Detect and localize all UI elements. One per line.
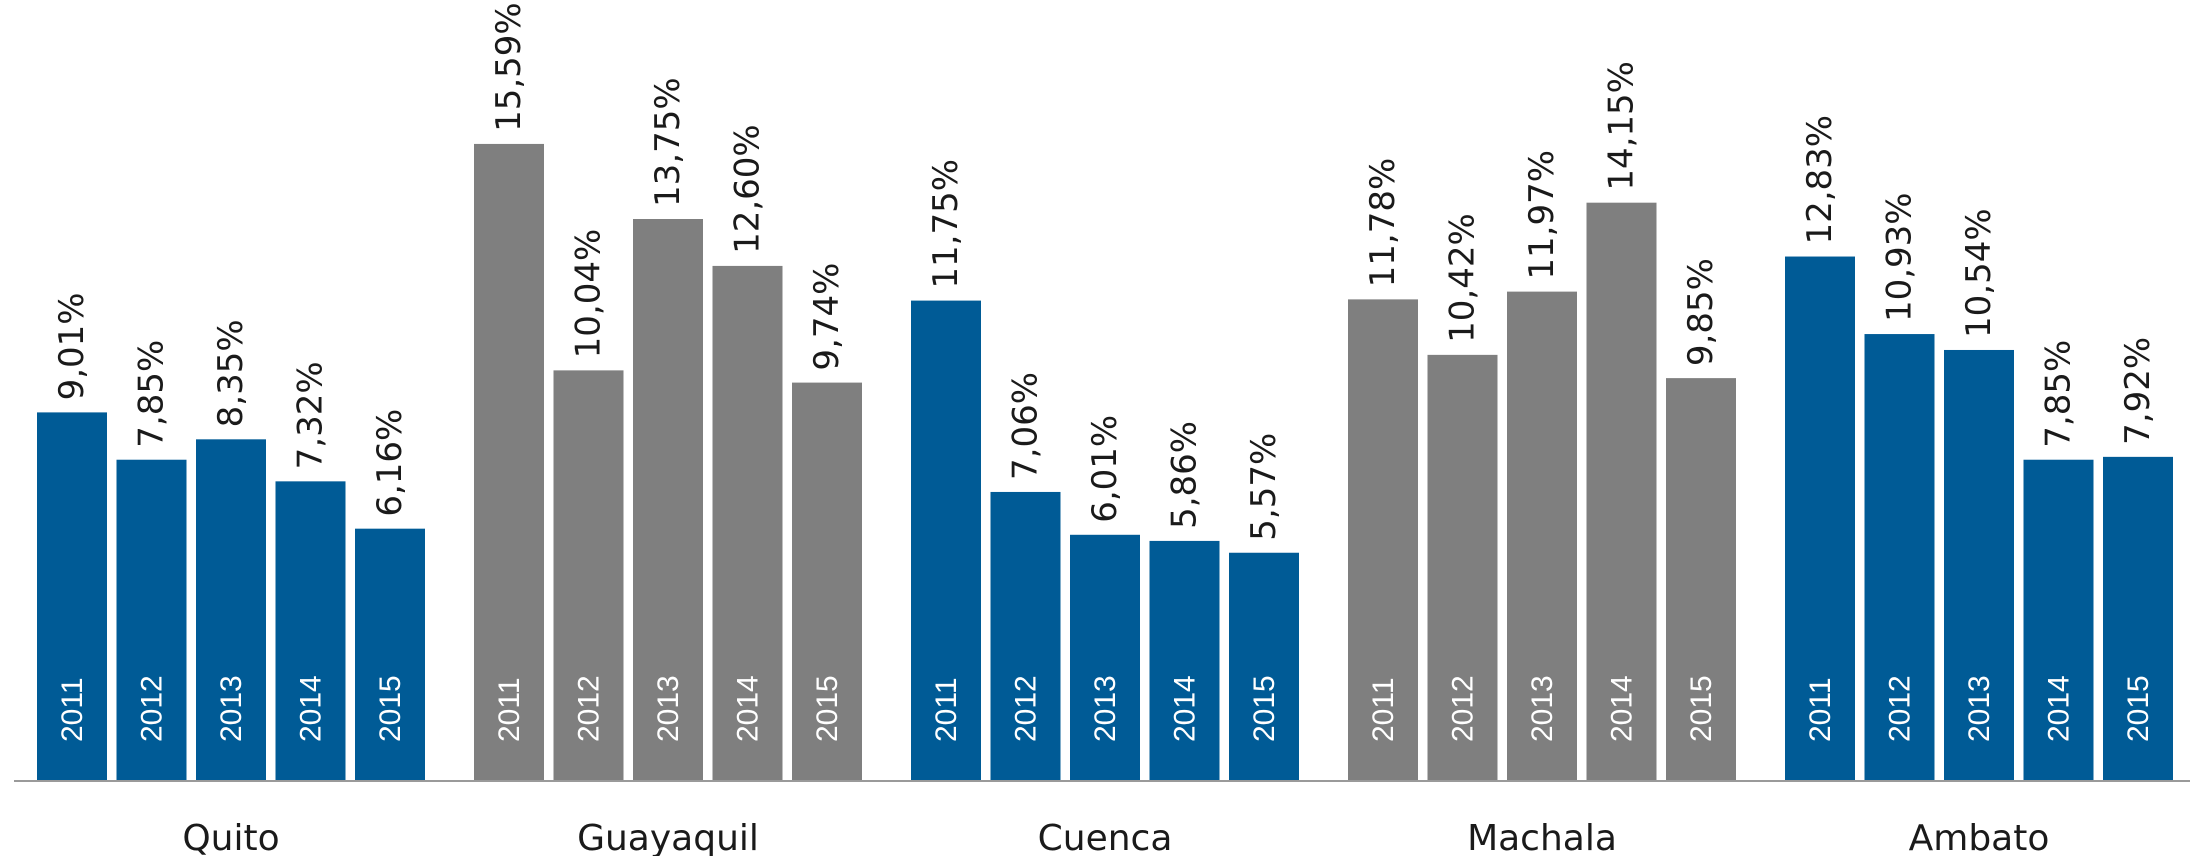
bar-value-label: 10,04%: [569, 229, 609, 359]
bar-value-label: 7,85%: [132, 340, 172, 448]
bar: [1427, 354, 1498, 780]
category-label: Ambato: [1909, 818, 2050, 856]
bar-value-label: 11,75%: [926, 159, 966, 289]
category-label: Cuenca: [1038, 818, 1173, 856]
bar-value-label: 9,01%: [52, 292, 92, 400]
bar-group-ambato: 12,83% 2011 10,93% 2012 10,54% 2013 7,85% 2014 7…: [1785, 115, 2173, 856]
bar-year-label: 2011: [493, 677, 526, 742]
bar-year-label: 2012: [1010, 675, 1043, 742]
bar: [116, 459, 187, 780]
bar-year-label: 2014: [1169, 675, 1202, 742]
bar-year-label: 2013: [1526, 675, 1559, 742]
bar-value-label: 12,60%: [728, 124, 768, 254]
bar: [37, 412, 107, 780]
bar: [275, 481, 346, 780]
bar: [1944, 349, 2014, 780]
bar-group-guayaquil: 15,59% 2011 10,04% 2012 13,75% 2013 12,60% 2014…: [474, 2, 862, 856]
bar: [355, 528, 425, 780]
bar: [1070, 534, 1140, 780]
bar-year-label: 2015: [811, 675, 844, 742]
bar: [1229, 552, 1299, 780]
bar: [1864, 334, 1935, 780]
bar: [1149, 540, 1220, 780]
bar-value-label: 5,57%: [1244, 433, 1284, 541]
bar-group-cuenca: 11,75% 2011 7,06% 2012 6,01% 2013 5,86% 2014 5,5…: [911, 159, 1299, 856]
bar-value-label: 9,74%: [807, 263, 847, 371]
bar-value-label: 7,92%: [2118, 337, 2158, 445]
bar-value-label: 7,06%: [1006, 372, 1046, 480]
bar: [553, 370, 624, 780]
bar-year-label: 2015: [1248, 675, 1281, 742]
bar: [712, 265, 783, 780]
category-label: Quito: [182, 818, 279, 856]
bar: [1586, 202, 1657, 780]
bar-value-label: 6,01%: [1085, 415, 1125, 523]
bar: [1507, 291, 1577, 780]
bar-value-label: 5,86%: [1165, 421, 1205, 529]
bar: [792, 382, 862, 780]
bar-year-label: 2015: [374, 675, 407, 742]
bar-year-label: 2013: [1089, 675, 1122, 742]
bar-value-label: 7,85%: [2039, 340, 2079, 448]
bar-value-label: 14,15%: [1602, 61, 1642, 191]
bar-value-label: 12,83%: [1800, 115, 1840, 245]
category-label: Machala: [1467, 818, 1617, 856]
bar: [474, 143, 544, 781]
bar-value-label: 10,54%: [1959, 208, 1999, 338]
bar: [990, 491, 1061, 780]
bar-year-label: 2011: [1367, 677, 1400, 742]
bar-value-label: 13,75%: [648, 77, 688, 207]
bar-value-label: 9,85%: [1681, 258, 1721, 366]
bar-year-label: 2013: [215, 675, 248, 742]
category-label: Guayaquil: [577, 818, 759, 856]
bar-year-label: 2015: [2122, 675, 2155, 742]
bar: [196, 439, 266, 780]
bar-year-label: 2012: [1884, 675, 1917, 742]
bar-year-label: 2014: [295, 675, 328, 742]
bar-year-label: 2012: [573, 675, 606, 742]
bar: [633, 219, 703, 780]
bar-year-label: 2013: [1963, 675, 1996, 742]
bar-value-label: 11,97%: [1522, 150, 1562, 280]
bar: [1785, 256, 1855, 780]
bar-year-label: 2015: [1685, 675, 1718, 742]
bar-value-label: 15,59%: [489, 2, 529, 132]
bar-year-label: 2014: [732, 675, 765, 742]
bar-year-label: 2011: [930, 677, 963, 742]
bar: [1348, 299, 1418, 780]
bar: [2103, 456, 2173, 780]
bar-year-label: 2013: [652, 675, 685, 742]
bar-year-label: 2012: [136, 675, 169, 742]
bar-value-label: 8,35%: [211, 319, 251, 427]
bar-year-label: 2011: [56, 677, 89, 742]
bar: [911, 300, 981, 780]
bar-year-label: 2014: [1606, 675, 1639, 742]
bar-group-machala: 11,78% 2011 10,42% 2012 11,97% 2013 14,15% 2014…: [1348, 61, 1736, 856]
bar-value-label: 10,42%: [1443, 213, 1483, 343]
bar-value-label: 10,93%: [1880, 192, 1920, 322]
bar-value-label: 11,78%: [1363, 158, 1403, 288]
bar-value-label: 6,16%: [370, 409, 410, 517]
bar-group-quito: 9,01% 2011 7,85% 2012 8,35% 2013 7,32% 2014 6,16…: [37, 292, 425, 856]
bar-year-label: 2014: [2043, 675, 2076, 742]
bar: [1666, 378, 1736, 780]
bar-value-label: 7,32%: [291, 361, 331, 469]
bar-year-label: 2012: [1447, 675, 1480, 742]
bar-year-label: 2011: [1804, 677, 1837, 742]
bar: [2023, 459, 2094, 780]
